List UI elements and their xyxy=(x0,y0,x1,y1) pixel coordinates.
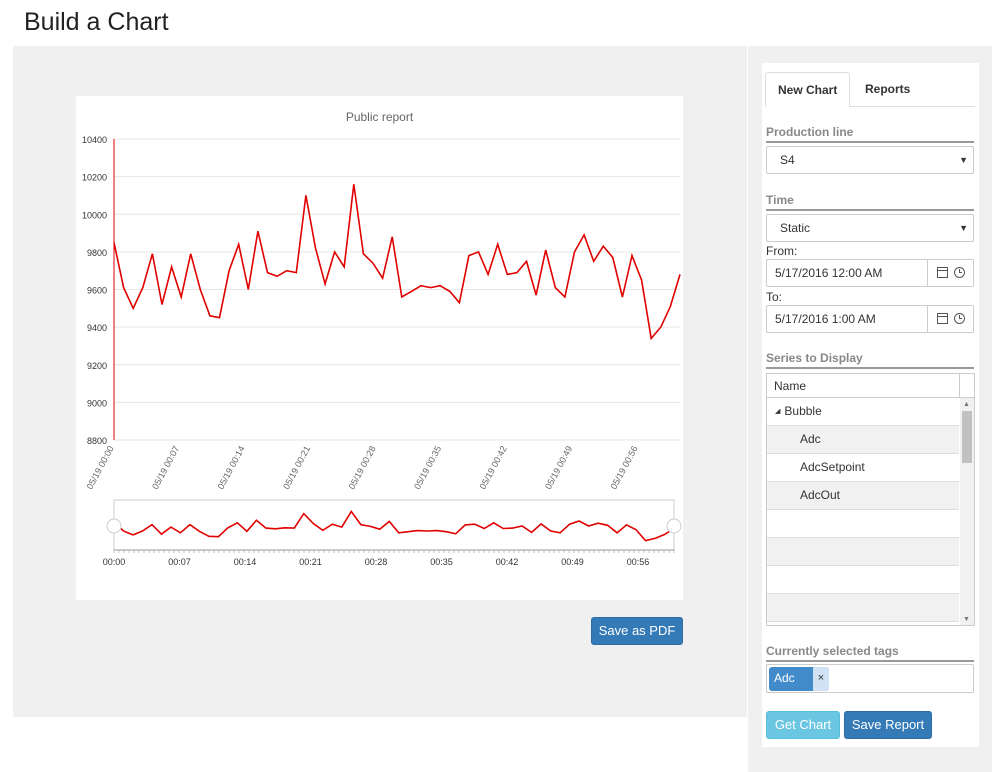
navigator-tick-label: 00:28 xyxy=(365,557,388,567)
from-date-value: 5/17/2016 12:00 AM xyxy=(775,266,883,280)
table-row xyxy=(767,510,959,538)
y-tick-label: 9200 xyxy=(87,361,107,371)
to-date-value: 5/17/2016 1:00 AM xyxy=(775,312,876,326)
selected-tags-label: Currently selected tags xyxy=(766,644,974,662)
save-report-button[interactable]: Save Report xyxy=(844,711,932,739)
from-date-picker xyxy=(927,260,973,286)
y-tick-label: 9000 xyxy=(87,398,107,408)
table-row xyxy=(767,538,959,566)
close-icon[interactable]: × xyxy=(813,667,829,691)
navigator-series-line xyxy=(113,509,675,542)
collapse-triangle-icon[interactable]: ◢ xyxy=(775,408,781,416)
scroll-thumb[interactable] xyxy=(962,411,972,463)
x-tick-label: 05/19 00:14 xyxy=(216,444,247,491)
tag-adc: Adc × xyxy=(769,667,829,691)
line-chart[interactable]: 1040010200100009800960094009200900088000… xyxy=(76,96,683,600)
navigator-tick-label: 00:35 xyxy=(430,557,453,567)
tree-group-bubble[interactable]: ◢ Bubble xyxy=(767,398,959,426)
scroll-up-icon[interactable]: ▲ xyxy=(963,401,970,408)
x-tick-label: 05/19 00:56 xyxy=(609,444,640,491)
tag-label: Adc xyxy=(774,671,795,685)
navigator-tick-label: 00:42 xyxy=(496,557,519,567)
from-label: From: xyxy=(766,244,798,258)
production-line-label: Production line xyxy=(766,125,974,143)
x-tick-label: 05/19 00:21 xyxy=(281,444,312,491)
production-line-select[interactable]: S4 ▼ xyxy=(766,146,974,174)
sidebar-tabs: New Chart Reports xyxy=(765,72,975,107)
y-tick-label: 9800 xyxy=(87,248,107,258)
navigator-tick-label: 00:21 xyxy=(299,557,322,567)
calendar-icon[interactable] xyxy=(937,313,948,324)
tab-new-chart[interactable]: New Chart xyxy=(765,72,851,107)
series-label: Series to Display xyxy=(766,351,974,369)
navigator-left-handle xyxy=(106,518,122,534)
to-label: To: xyxy=(766,290,783,304)
tab-reports[interactable]: Reports xyxy=(865,82,911,96)
to-date-picker xyxy=(927,306,973,332)
time-value: Static xyxy=(780,221,811,235)
x-tick-label: 05/19 00:49 xyxy=(543,444,574,491)
y-tick-label: 9400 xyxy=(87,323,107,333)
save-pdf-button[interactable]: Save as PDF xyxy=(591,617,683,645)
tree-item-adcsetpoint[interactable]: AdcSetpoint xyxy=(767,454,959,482)
x-tick-label: 05/19 00:28 xyxy=(347,444,378,491)
scroll-down-icon[interactable]: ▼ xyxy=(963,616,970,623)
production-line-value: S4 xyxy=(780,153,795,167)
from-date-field[interactable]: 5/17/2016 12:00 AM xyxy=(766,259,974,287)
x-tick-label: 05/19 00:35 xyxy=(412,444,443,491)
get-chart-button[interactable]: Get Chart xyxy=(766,711,840,739)
tree-item-adc[interactable]: Adc xyxy=(767,426,959,454)
chart-card: Public report 10400 10200 10000 9800 9600 940… xyxy=(76,96,683,600)
time-select[interactable]: Static ▼ xyxy=(766,214,974,242)
navigator-tick-label: 00:49 xyxy=(561,557,584,567)
x-tick-label: 05/19 00:42 xyxy=(478,444,509,491)
navigator-right-handle xyxy=(666,518,682,534)
series-line xyxy=(113,184,681,341)
table-row xyxy=(767,594,959,622)
chevron-down-icon: ▼ xyxy=(959,223,968,233)
selected-tags-input[interactable]: Adc × xyxy=(766,664,974,693)
grid-header-name: Name xyxy=(767,374,959,398)
clock-icon[interactable] xyxy=(954,267,965,278)
y-tick-label: 10000 xyxy=(82,210,107,220)
grid-header-spacer xyxy=(959,374,974,398)
time-label: Time xyxy=(766,193,974,211)
tree-group-label: Bubble xyxy=(784,404,822,418)
table-row xyxy=(767,566,959,594)
y-tick-label: 10200 xyxy=(82,173,107,183)
y-tick-label: 10400 xyxy=(82,135,107,145)
clock-icon[interactable] xyxy=(954,313,965,324)
calendar-icon[interactable] xyxy=(937,267,948,278)
y-tick-label: 8800 xyxy=(87,436,107,446)
page-title: Build a Chart xyxy=(24,8,169,36)
chevron-down-icon: ▼ xyxy=(959,155,968,165)
navigator-tick-label: 00:56 xyxy=(627,557,650,567)
x-tick-label: 05/19 00:07 xyxy=(150,444,181,491)
navigator-tick-label: 00:14 xyxy=(234,557,257,567)
x-tick-label: 05/19 00:00 xyxy=(85,444,116,491)
y-tick-label: 9600 xyxy=(87,286,107,296)
navigator-tick-label: 00:00 xyxy=(103,557,126,567)
grid-scrollbar[interactable]: ▲ ▼ xyxy=(960,398,974,625)
tree-item-adcout[interactable]: AdcOut xyxy=(767,482,959,510)
to-date-field[interactable]: 5/17/2016 1:00 AM xyxy=(766,305,974,333)
series-tree-grid: Name ◢ Bubble Adc AdcSetpoint AdcOut ▲ ▼ xyxy=(766,373,975,626)
chart-title: Public report xyxy=(345,110,414,124)
navigator-tick-label: 00:07 xyxy=(168,557,191,567)
